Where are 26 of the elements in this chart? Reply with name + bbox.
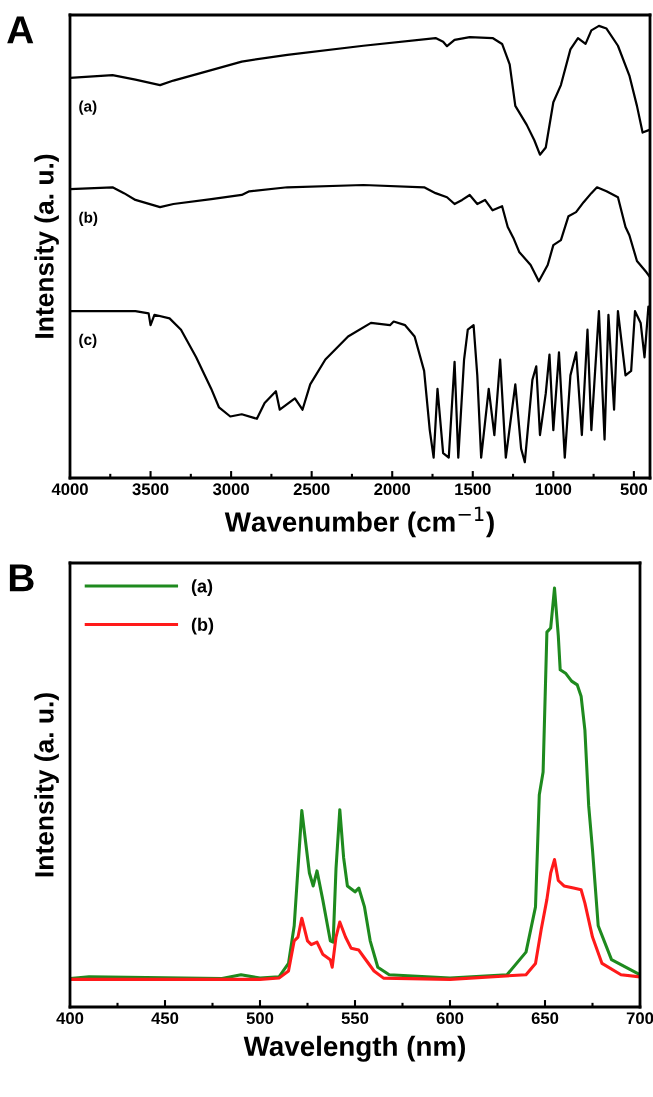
x-tick-label: 700 <box>626 1012 653 1025</box>
x-tick-label: 550 <box>341 1012 369 1025</box>
x-tick-label: 4000 <box>51 483 88 496</box>
x-tick-label: 450 <box>151 1012 179 1025</box>
x-axis-title: Wavenumber (cm$^{−1}$) <box>224 506 494 538</box>
x-axis-title: Wavelength (nm) <box>243 1035 465 1062</box>
x-tick-label: 500 <box>620 483 648 496</box>
x-tick-label: 2000 <box>374 483 411 496</box>
x-tick-label: 2500 <box>293 483 330 496</box>
series-label: (c) <box>79 333 97 349</box>
series-label: (b) <box>79 211 98 226</box>
x-tick-label: 650 <box>531 1012 559 1025</box>
x-tick-label: 3500 <box>132 483 169 496</box>
x-tick-label: 1000 <box>535 483 572 496</box>
x-tick-label: 400 <box>56 1012 84 1025</box>
chart-title: A <box>7 16 34 44</box>
legend-label: (b) <box>191 617 214 635</box>
y-axis-title: Intensity (a. u.) <box>34 693 59 877</box>
x-tick-label: 1500 <box>455 483 491 496</box>
x-tick-label: 600 <box>436 1012 464 1025</box>
legend-label: (a) <box>191 579 213 597</box>
y-axis-title: Intensity (a. u.) <box>34 154 59 338</box>
x-tick-label: 3000 <box>212 483 249 496</box>
chart-title: B <box>9 564 34 592</box>
x-tick-label: 500 <box>246 1012 274 1025</box>
series-label: (a) <box>79 100 97 115</box>
